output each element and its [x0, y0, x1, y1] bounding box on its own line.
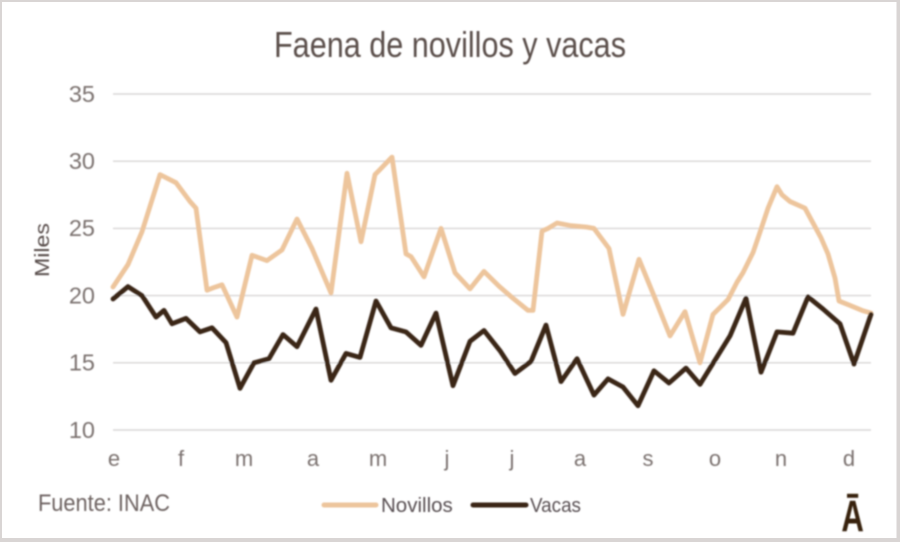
svg-text:m: m: [369, 446, 387, 471]
svg-text:Novillos: Novillos: [381, 494, 453, 517]
svg-text:a: a: [307, 446, 320, 471]
svg-text:30: 30: [69, 148, 95, 174]
svg-text:20: 20: [69, 282, 95, 308]
svg-text:s: s: [643, 446, 654, 471]
svg-text:15: 15: [69, 350, 95, 376]
svg-text:o: o: [709, 446, 721, 471]
svg-text:35: 35: [69, 81, 95, 107]
svg-text:j: j: [444, 446, 450, 471]
svg-text:Vacas: Vacas: [530, 494, 581, 517]
svg-text:Fuente: INAC: Fuente: INAC: [38, 490, 170, 517]
svg-text:A: A: [841, 492, 863, 542]
svg-text:10: 10: [69, 417, 95, 443]
svg-text:j: j: [509, 446, 515, 471]
svg-text:e: e: [108, 446, 120, 471]
svg-text:25: 25: [69, 215, 95, 241]
svg-text:f: f: [178, 446, 185, 471]
svg-text:n: n: [775, 446, 787, 471]
svg-text:Miles: Miles: [31, 223, 54, 277]
svg-text:d: d: [843, 446, 855, 471]
svg-text:m: m: [235, 446, 253, 471]
svg-text:Faena de novillos y vacas: Faena de novillos y vacas: [274, 24, 626, 65]
svg-text:a: a: [574, 446, 587, 471]
